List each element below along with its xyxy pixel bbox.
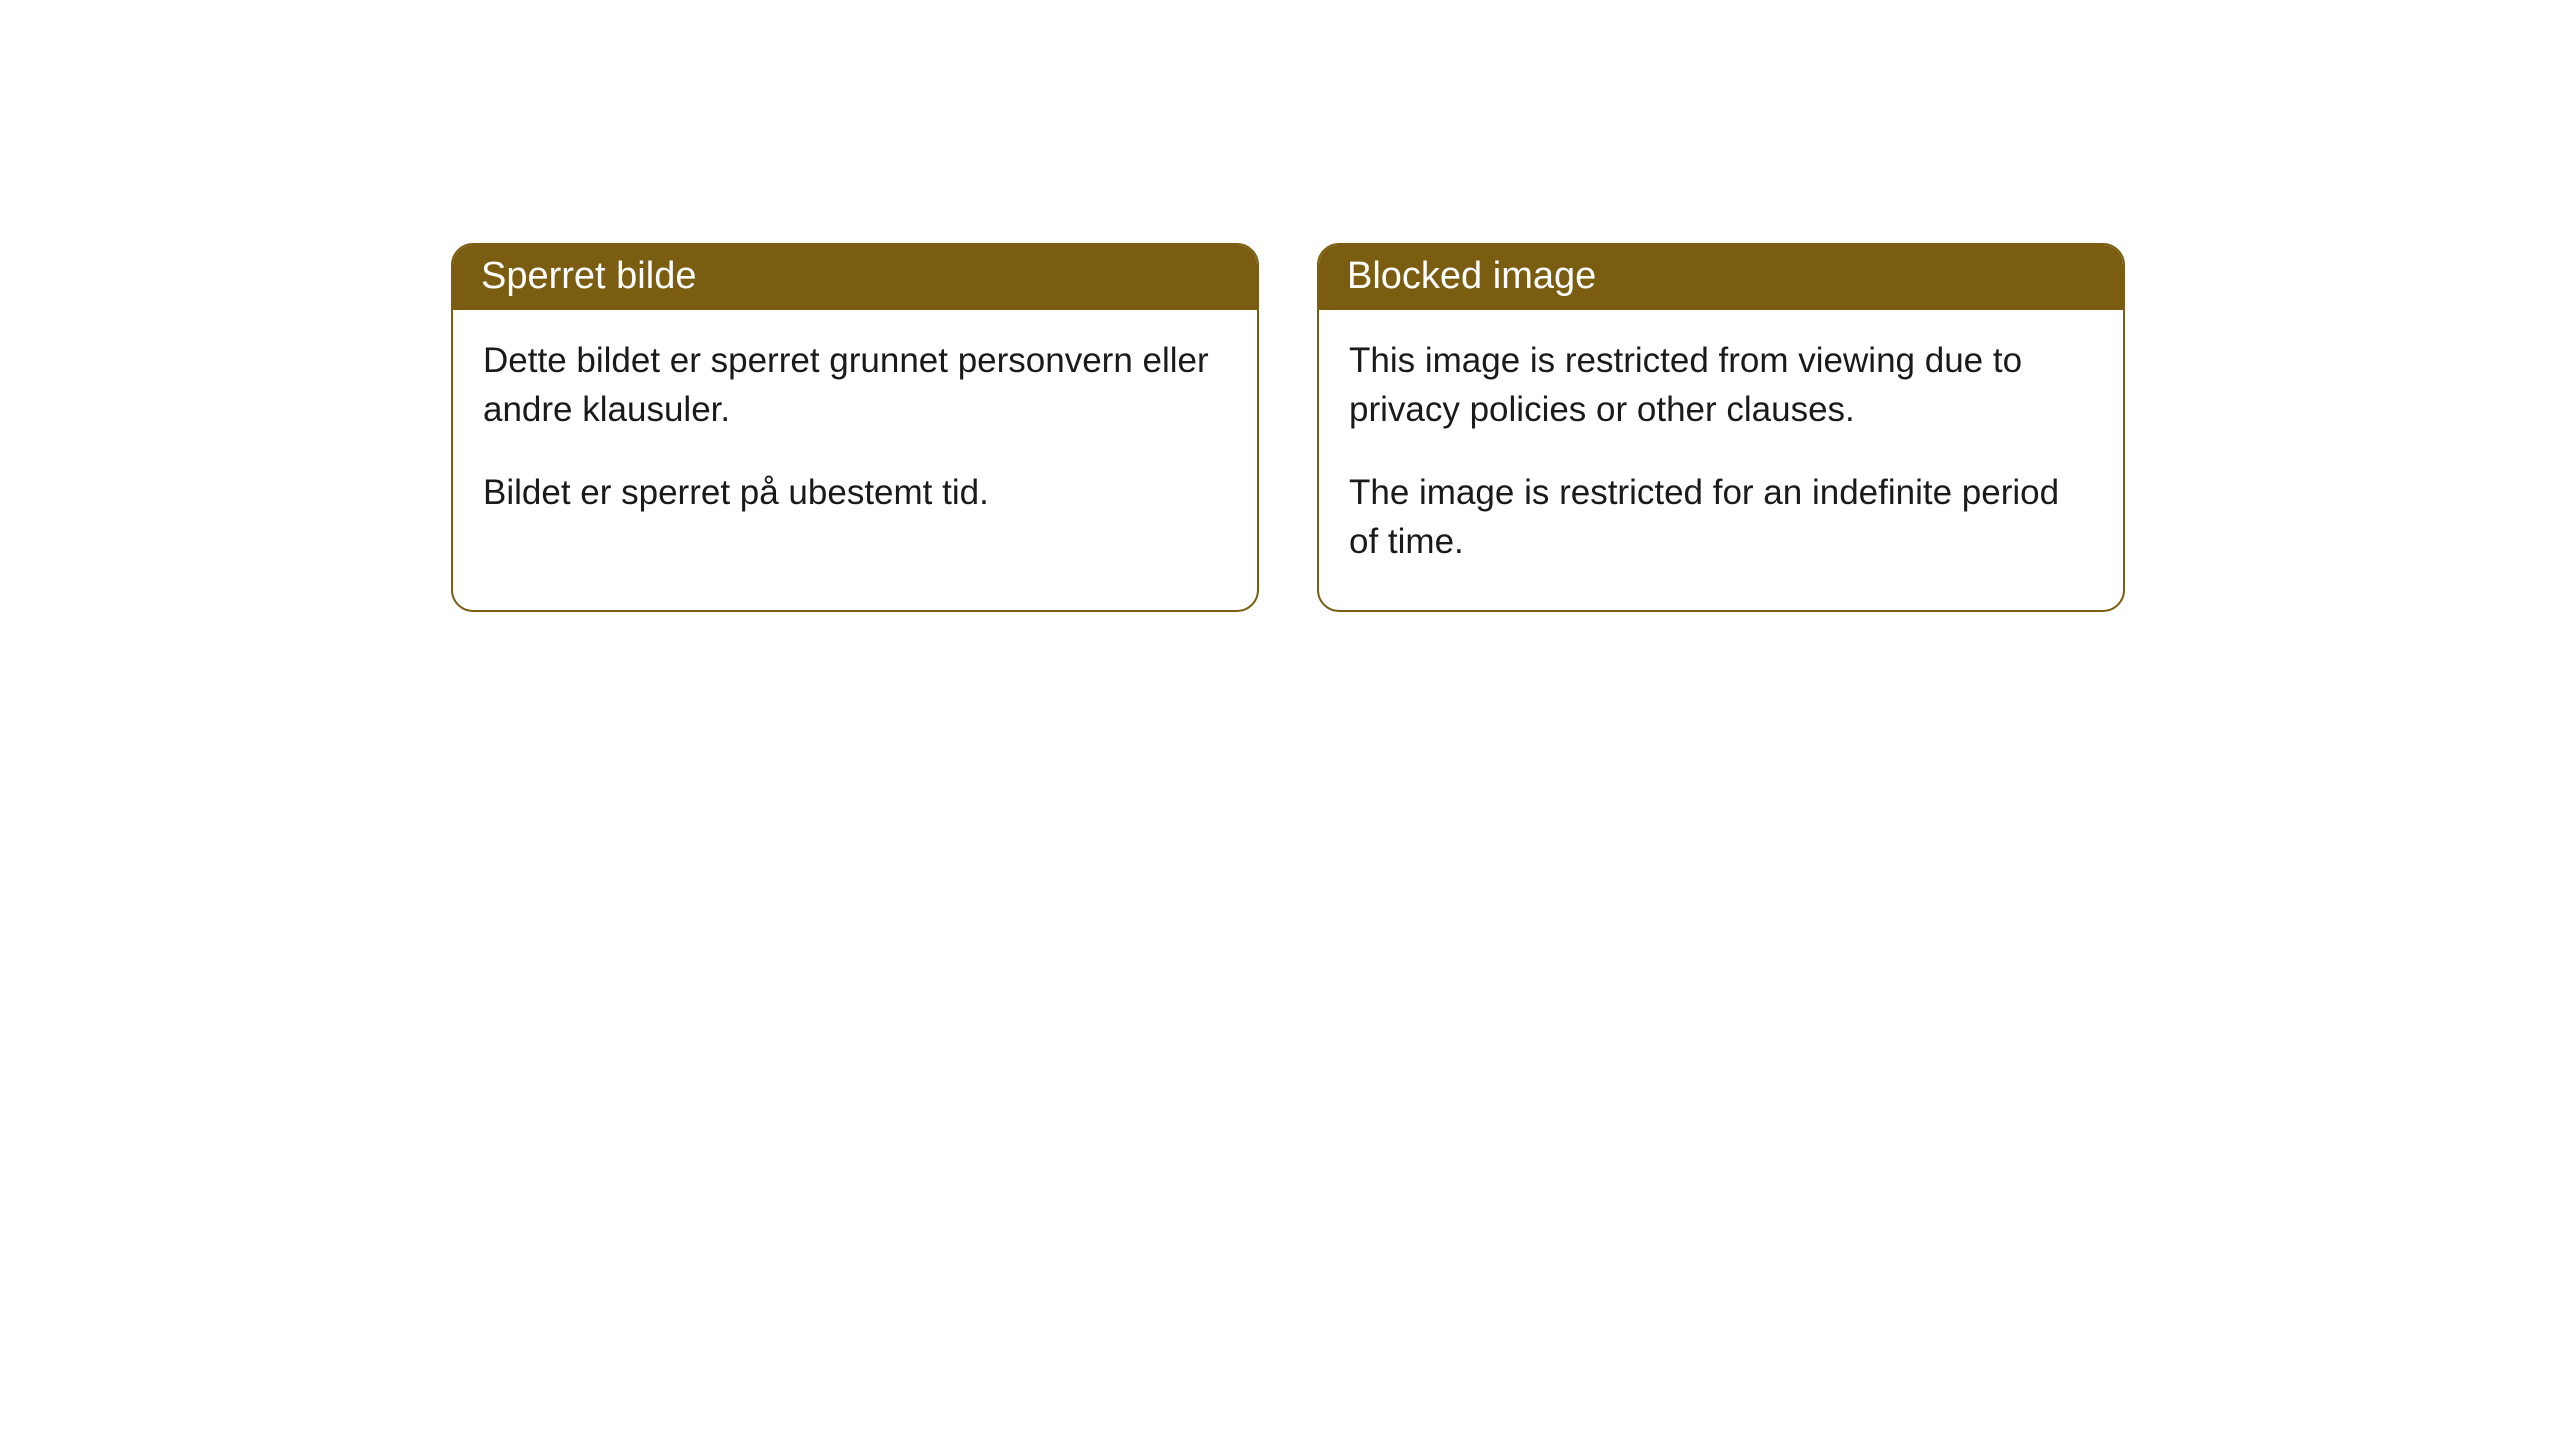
notice-paragraph-1: This image is restricted from viewing du…: [1349, 336, 2093, 434]
notice-body: Dette bildet er sperret grunnet personve…: [453, 310, 1257, 561]
notice-header: Sperret bilde: [453, 245, 1257, 310]
notice-paragraph-2: Bildet er sperret på ubestemt tid.: [483, 468, 1227, 517]
notice-cards-container: Sperret bilde Dette bildet er sperret gr…: [451, 243, 2125, 612]
notice-paragraph-2: The image is restricted for an indefinit…: [1349, 468, 2093, 566]
notice-body: This image is restricted from viewing du…: [1319, 310, 2123, 610]
notice-paragraph-1: Dette bildet er sperret grunnet personve…: [483, 336, 1227, 434]
notice-card-english: Blocked image This image is restricted f…: [1317, 243, 2125, 612]
notice-card-norwegian: Sperret bilde Dette bildet er sperret gr…: [451, 243, 1259, 612]
notice-header: Blocked image: [1319, 245, 2123, 310]
